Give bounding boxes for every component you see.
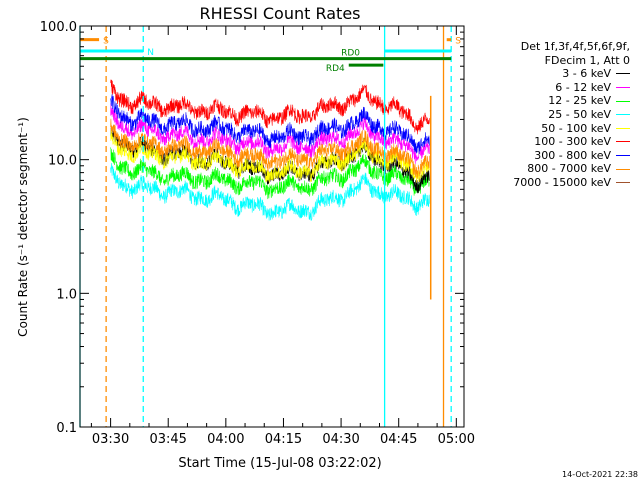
x-tick-label: 03:45 [149, 432, 186, 447]
x-tick-label: 05:00 [438, 432, 475, 447]
y-tick-label: 10.0 [48, 154, 77, 169]
legend-swatch [616, 168, 630, 170]
legend-entry: 25 - 50 keV [486, 108, 630, 122]
axes: 0.1 1.0 10.0 100.0 03:30 03:45 04:00 04:15 04:30… [40, 20, 475, 447]
legend-entry: 100 - 300 keV [486, 135, 630, 149]
legend-entry-label: 12 - 25 keV [548, 94, 611, 108]
legend-entry: 3 - 6 keV [486, 67, 630, 81]
x-tick-label: 03:30 [92, 432, 129, 447]
legend-header-line-1: Det 1f,3f,4f,5f,6f,9f, [520, 40, 630, 53]
legend-entries: 3 - 6 keV 6 - 12 keV 12 - 25 keV 25 - 50 ke… [486, 67, 630, 189]
legend-swatch [616, 182, 630, 184]
x-tick-label: 04:00 [207, 432, 244, 447]
plot-area: S S N RD0 RD4 [79, 26, 461, 427]
legend-swatch [616, 87, 630, 89]
x-axis-label: Start Time (15-Jul-08 03:22:02) [178, 456, 381, 471]
y-tick-label: 100.0 [40, 20, 77, 35]
legend-entry-label: 3 - 6 keV [562, 67, 611, 81]
annotation-label-2: N [147, 48, 154, 58]
legend-entry: 50 - 100 keV [486, 122, 630, 136]
legend-entry: 6 - 12 keV [486, 81, 630, 95]
y-axis-label: Count Rate (s⁻¹ detector segment⁻¹) [16, 117, 30, 337]
y-tick-label: 0.1 [56, 421, 77, 436]
legend-entry: 800 - 7000 keV [486, 162, 630, 176]
chart-title: RHESSI Count Rates [200, 4, 361, 23]
series-line-12-25keV [110, 147, 430, 200]
footer-date: 14-Oct-2021 22:38 [562, 470, 638, 479]
legend-swatch [616, 114, 630, 116]
legend-entry-label: 300 - 800 keV [534, 148, 611, 162]
annotation-label-1: S [455, 37, 461, 47]
annotation-label-5: RD4 [326, 64, 345, 74]
legend-entry-label: 25 - 50 keV [548, 107, 611, 121]
legend-entry: 7000 - 15000 keV [486, 176, 630, 190]
annotation-label-4: RD0 [341, 49, 360, 59]
legend-entry: 12 - 25 keV [486, 94, 630, 108]
axes-frame [79, 25, 465, 428]
series-line-50-100keV [110, 128, 430, 184]
series-line-100-300keV [110, 79, 430, 135]
legend-swatch [616, 100, 630, 102]
x-tick-label: 04:15 [265, 432, 302, 447]
legend: Det 1f,3f,4f,5f,6f,9f, FDecim 1, Att 0 3… [486, 40, 630, 190]
legend-swatch [616, 141, 630, 143]
series-line-800-7000keV [110, 118, 430, 179]
legend-swatch [616, 127, 630, 129]
annotation-label-0: S [103, 37, 109, 47]
series-line-6-12keV [110, 103, 430, 164]
series-line-25-50keV [110, 162, 430, 221]
plot-clip-group [110, 79, 432, 300]
x-tick-label: 04:45 [380, 432, 417, 447]
legend-header-line-2: FDecim 1, Att 0 [544, 53, 630, 67]
legend-entry-label: 800 - 7000 keV [527, 162, 611, 176]
y-tick-label: 1.0 [56, 287, 77, 302]
legend-entry-label: 7000 - 15000 keV [513, 175, 611, 189]
legend-entry-label: 50 - 100 keV [541, 121, 611, 135]
legend-entry: 300 - 800 keV [486, 149, 630, 163]
legend-swatch [616, 155, 630, 157]
legend-entry-label: 100 - 300 keV [534, 135, 611, 149]
series-line-300-800keV [110, 94, 430, 155]
legend-swatch [616, 73, 630, 75]
x-tick-label: 04:30 [322, 432, 359, 447]
legend-entry-label: 6 - 12 keV [555, 80, 611, 94]
